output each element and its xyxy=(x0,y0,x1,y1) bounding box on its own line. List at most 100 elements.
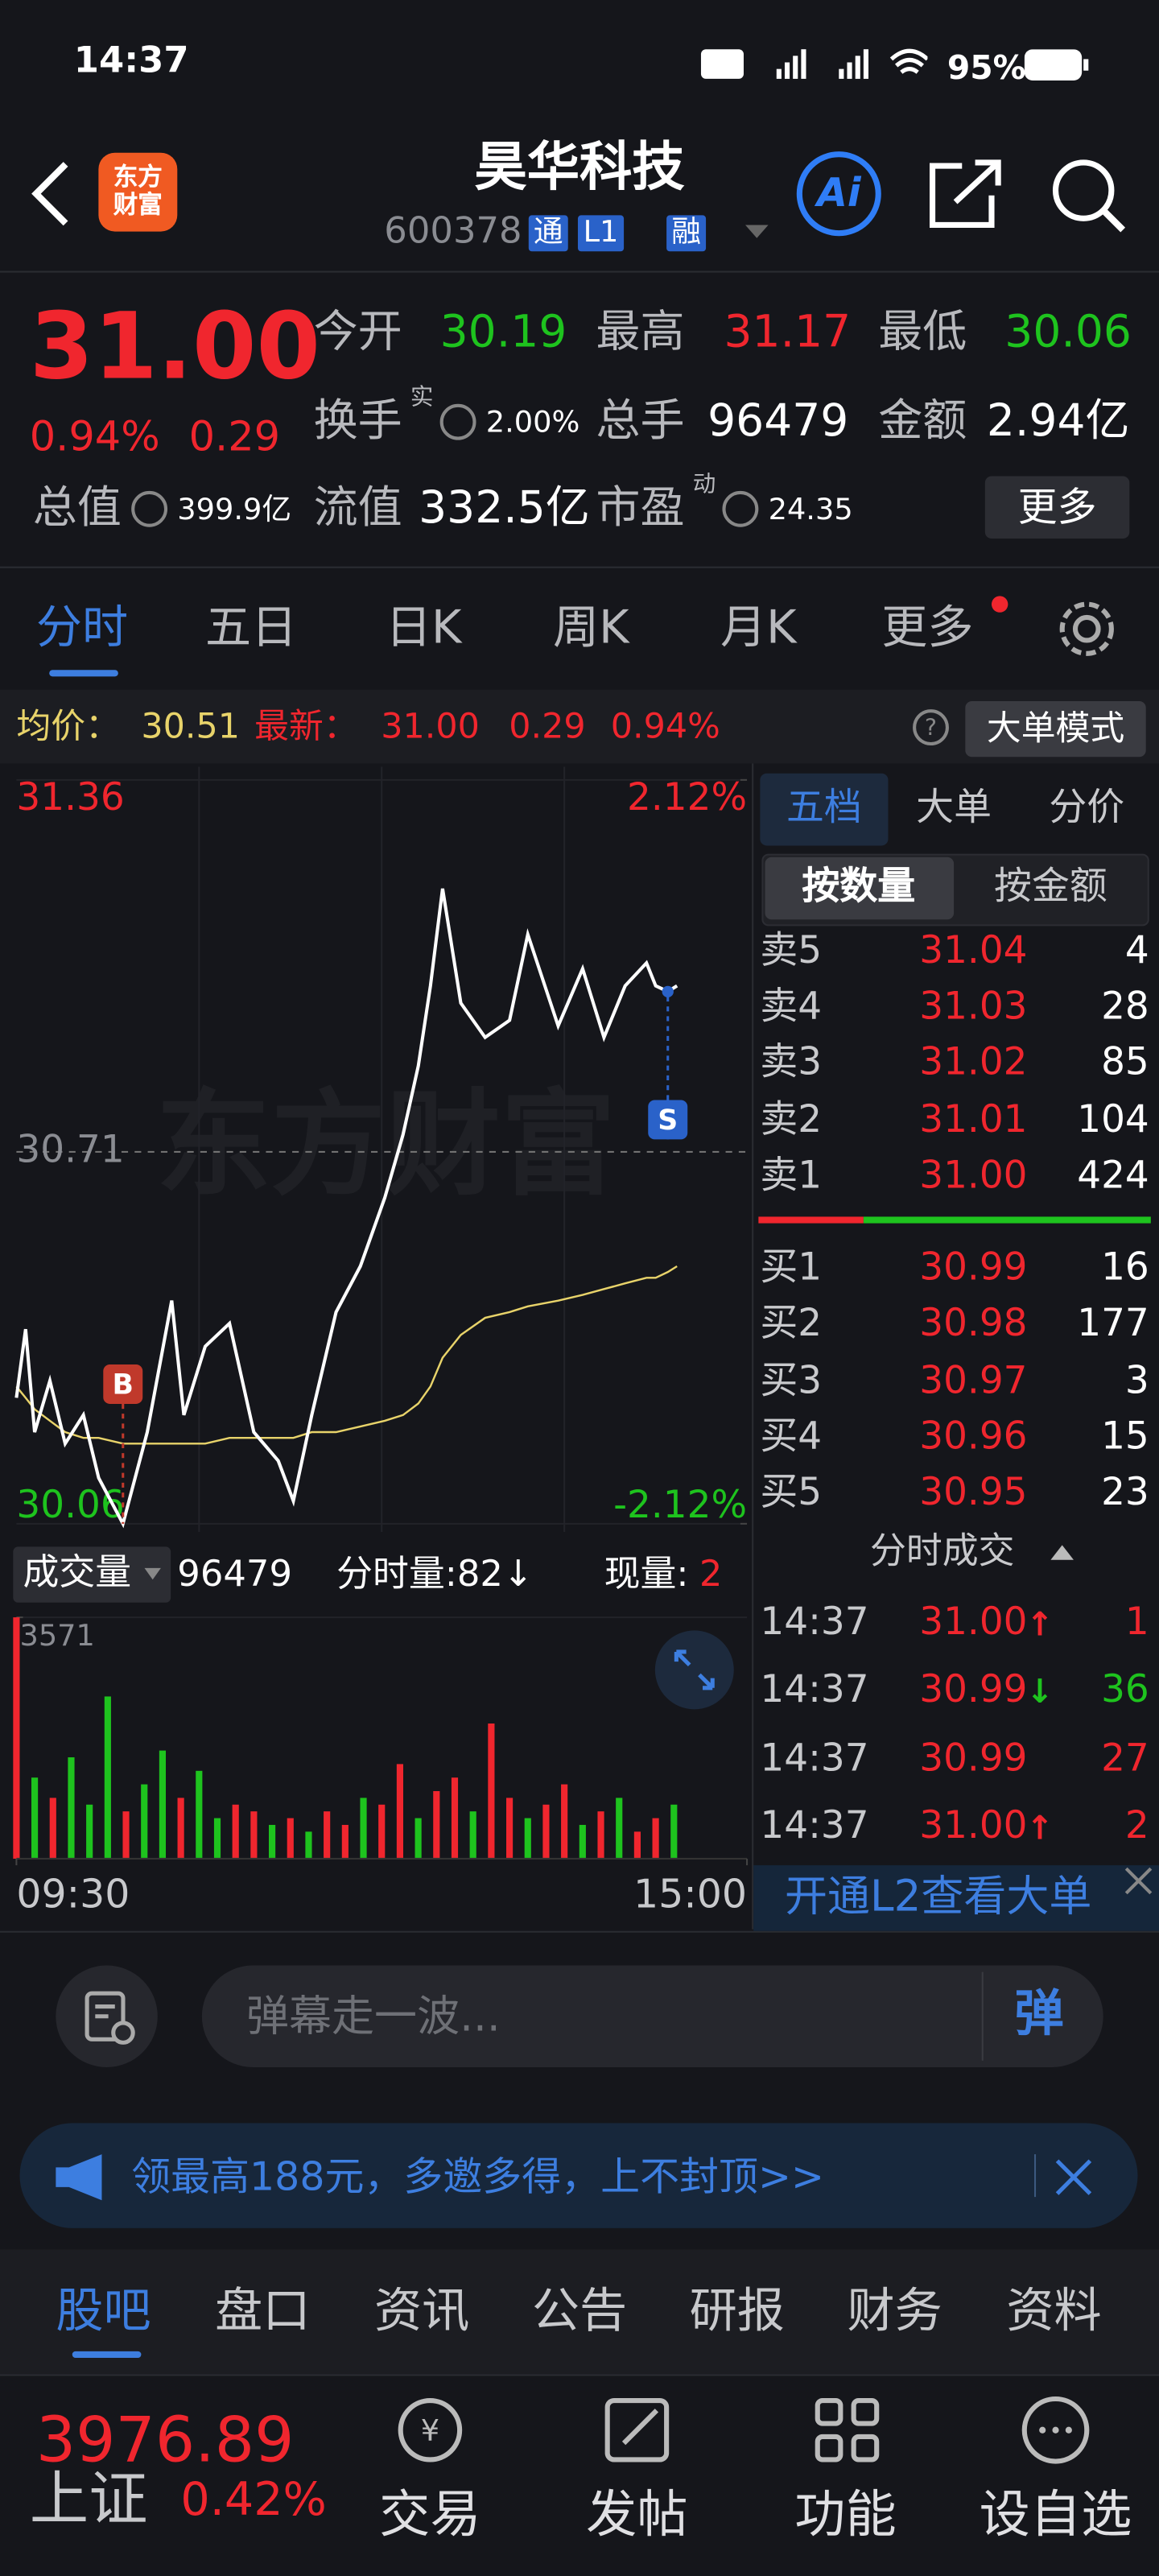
volume-bar xyxy=(670,1804,678,1859)
help-icon[interactable]: ? xyxy=(911,708,951,747)
book-price: 30.97 xyxy=(919,1360,1028,1403)
volume-label[interactable]: 成交量 xyxy=(23,1553,132,1595)
book-tab[interactable]: 分价 xyxy=(1049,786,1125,830)
book-qty: 85 xyxy=(1101,1041,1149,1084)
trade-price: 31.00 xyxy=(919,1805,1028,1848)
divider xyxy=(0,2374,1159,2376)
trade-price: 31.00 xyxy=(919,1601,1028,1645)
content-tab[interactable]: 资料 xyxy=(1006,2282,1102,2339)
volume-bar xyxy=(378,1804,386,1859)
book-qty: 16 xyxy=(1101,1246,1149,1290)
watchlist-icon[interactable] xyxy=(1015,2391,1097,2473)
footer-button[interactable]: 交易 xyxy=(379,2486,481,2545)
trade-marker: B xyxy=(113,1369,134,1402)
sort-icon[interactable] xyxy=(1047,1540,1077,1563)
book-subtab[interactable]: 按数量 xyxy=(802,865,916,909)
y-tick-label: 30.06 xyxy=(16,1483,124,1527)
book-qty: 177 xyxy=(1077,1302,1149,1346)
content-tab[interactable]: 研报 xyxy=(689,2282,785,2339)
period-tab[interactable]: 更多 xyxy=(881,600,974,655)
back-button[interactable] xyxy=(27,158,76,230)
stat-value: 2.00% xyxy=(485,406,580,440)
notification-dot xyxy=(991,596,1008,613)
content-tab[interactable]: 股吧 xyxy=(56,2282,151,2339)
promo-banner[interactable] xyxy=(19,2123,1138,2228)
period-tab[interactable]: 周K xyxy=(552,600,629,655)
stat-label: 今开 xyxy=(313,307,402,358)
book-level: 买4 xyxy=(760,1415,823,1459)
post-icon[interactable] xyxy=(597,2391,679,2473)
avg-value: 30.51 xyxy=(141,706,241,746)
book-price: 30.96 xyxy=(919,1415,1028,1459)
content-tab[interactable]: 资讯 xyxy=(374,2282,470,2339)
stock-code: 600378 xyxy=(384,211,522,253)
change-pct: 0.94% xyxy=(29,412,160,460)
mode-button-bg[interactable] xyxy=(965,700,1146,758)
period-tab[interactable]: 月K xyxy=(720,600,797,655)
index-name[interactable]: 上证 xyxy=(29,2467,148,2534)
latest-change-pct: 0.94% xyxy=(610,706,720,746)
svg-text:¥: ¥ xyxy=(421,2413,439,2447)
promo-close[interactable] xyxy=(1050,2154,1096,2200)
danmu-button[interactable]: 弹 xyxy=(1014,1986,1064,2044)
volume-bar xyxy=(177,1798,184,1859)
trade-qty: 36 xyxy=(1101,1669,1149,1712)
index-value[interactable]: 3976.89 xyxy=(35,2404,295,2477)
trades-title[interactable]: 分时成交 xyxy=(870,1531,1015,1573)
settings-button[interactable] xyxy=(1054,596,1120,662)
book-level: 买2 xyxy=(760,1302,823,1346)
period-tab[interactable]: 分时 xyxy=(35,600,129,655)
comment-input[interactable] xyxy=(201,1965,1103,2067)
share-button[interactable] xyxy=(926,156,1004,232)
comment-icon[interactable] xyxy=(54,1963,159,2069)
book-tab[interactable]: 五档 xyxy=(786,786,862,830)
divider xyxy=(0,1930,1159,1933)
more-button[interactable]: 更多 xyxy=(984,476,1130,539)
ask-ratio-bar xyxy=(758,1216,864,1224)
dropdown-icon[interactable] xyxy=(742,220,772,243)
footer-button[interactable]: 发帖 xyxy=(586,2486,688,2545)
book-subtab[interactable]: 按金额 xyxy=(994,865,1107,909)
info-icon[interactable] xyxy=(131,490,168,527)
search-button[interactable] xyxy=(1047,155,1129,237)
volume-bar xyxy=(250,1811,258,1859)
bottom-tab-bar xyxy=(0,2249,1159,2375)
volume-bar xyxy=(86,1804,93,1859)
l2-banner-bg[interactable] xyxy=(753,1865,1159,1931)
book-tab[interactable]: 大单 xyxy=(916,786,992,830)
ai-button[interactable]: Ai xyxy=(794,150,883,238)
active-bottom-tab-underline xyxy=(72,2351,142,2359)
latest-label: 最新： xyxy=(254,706,358,746)
index-change[interactable]: 0.42% xyxy=(180,2471,327,2527)
mode-button[interactable]: 大单模式 xyxy=(986,708,1125,748)
content-tab[interactable]: 公告 xyxy=(531,2282,628,2339)
volume-bar xyxy=(196,1770,203,1859)
volume-selector-bg[interactable] xyxy=(13,1546,171,1603)
latest-value: 31.00 xyxy=(381,706,480,746)
trade-time: 14:37 xyxy=(760,1737,869,1781)
period-tab[interactable]: 五日 xyxy=(204,600,298,655)
info-icon[interactable] xyxy=(722,490,759,527)
content-tab[interactable]: 财务 xyxy=(847,2282,942,2339)
function-icon[interactable] xyxy=(808,2391,890,2473)
x-tick-label: 09:30 xyxy=(16,1871,130,1917)
trade-time: 14:37 xyxy=(760,1601,869,1645)
book-qty: 4 xyxy=(1124,930,1149,973)
trade-time: 14:37 xyxy=(760,1669,869,1712)
footer-button[interactable]: 设自选 xyxy=(979,2486,1132,2545)
trade-icon[interactable]: ¥ xyxy=(387,2391,476,2473)
volume-bar xyxy=(415,1818,422,1859)
period-tab[interactable]: 日K xyxy=(385,600,462,655)
volume-bar xyxy=(122,1811,130,1859)
footer-button[interactable]: 功能 xyxy=(794,2486,897,2545)
stock-name: 昊华科技 xyxy=(474,135,685,198)
content-tab[interactable]: 盘口 xyxy=(215,2282,311,2339)
info-icon[interactable] xyxy=(439,403,476,440)
trade-direction: ↑ xyxy=(1025,1604,1054,1644)
price-line xyxy=(15,1265,678,1445)
promo-text[interactable]: 领最高188元，多邀多得，上不封顶>> xyxy=(131,2153,824,2200)
active-subtab-bg xyxy=(765,857,955,920)
comment-placeholder[interactable]: 弹幕走一波... xyxy=(245,1992,501,2042)
l2-banner[interactable]: 开通L2查看大单 xyxy=(784,1872,1092,1922)
expand-button[interactable] xyxy=(654,1629,736,1711)
